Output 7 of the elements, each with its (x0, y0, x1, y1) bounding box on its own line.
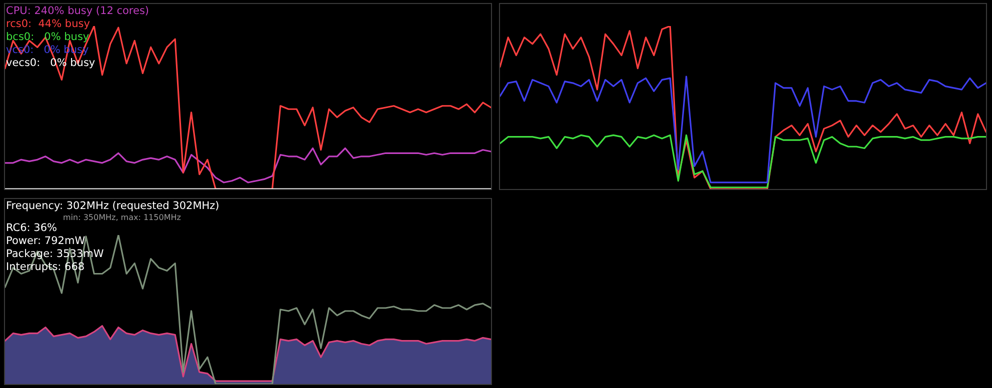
text: RC6: 36% (6, 222, 58, 235)
text: CPU: 240% busy (12 cores) (6, 5, 150, 18)
series-label: rcs0: 44% busy (6, 18, 91, 31)
text: min: 350MHz, max: 1150MHz (62, 213, 182, 222)
text: Frequency: 302MHz (requested 302MHz) (6, 200, 220, 213)
legend-label: bcs0: 0% busy (6, 31, 90, 44)
annotation: Power: 792mW (6, 235, 86, 248)
